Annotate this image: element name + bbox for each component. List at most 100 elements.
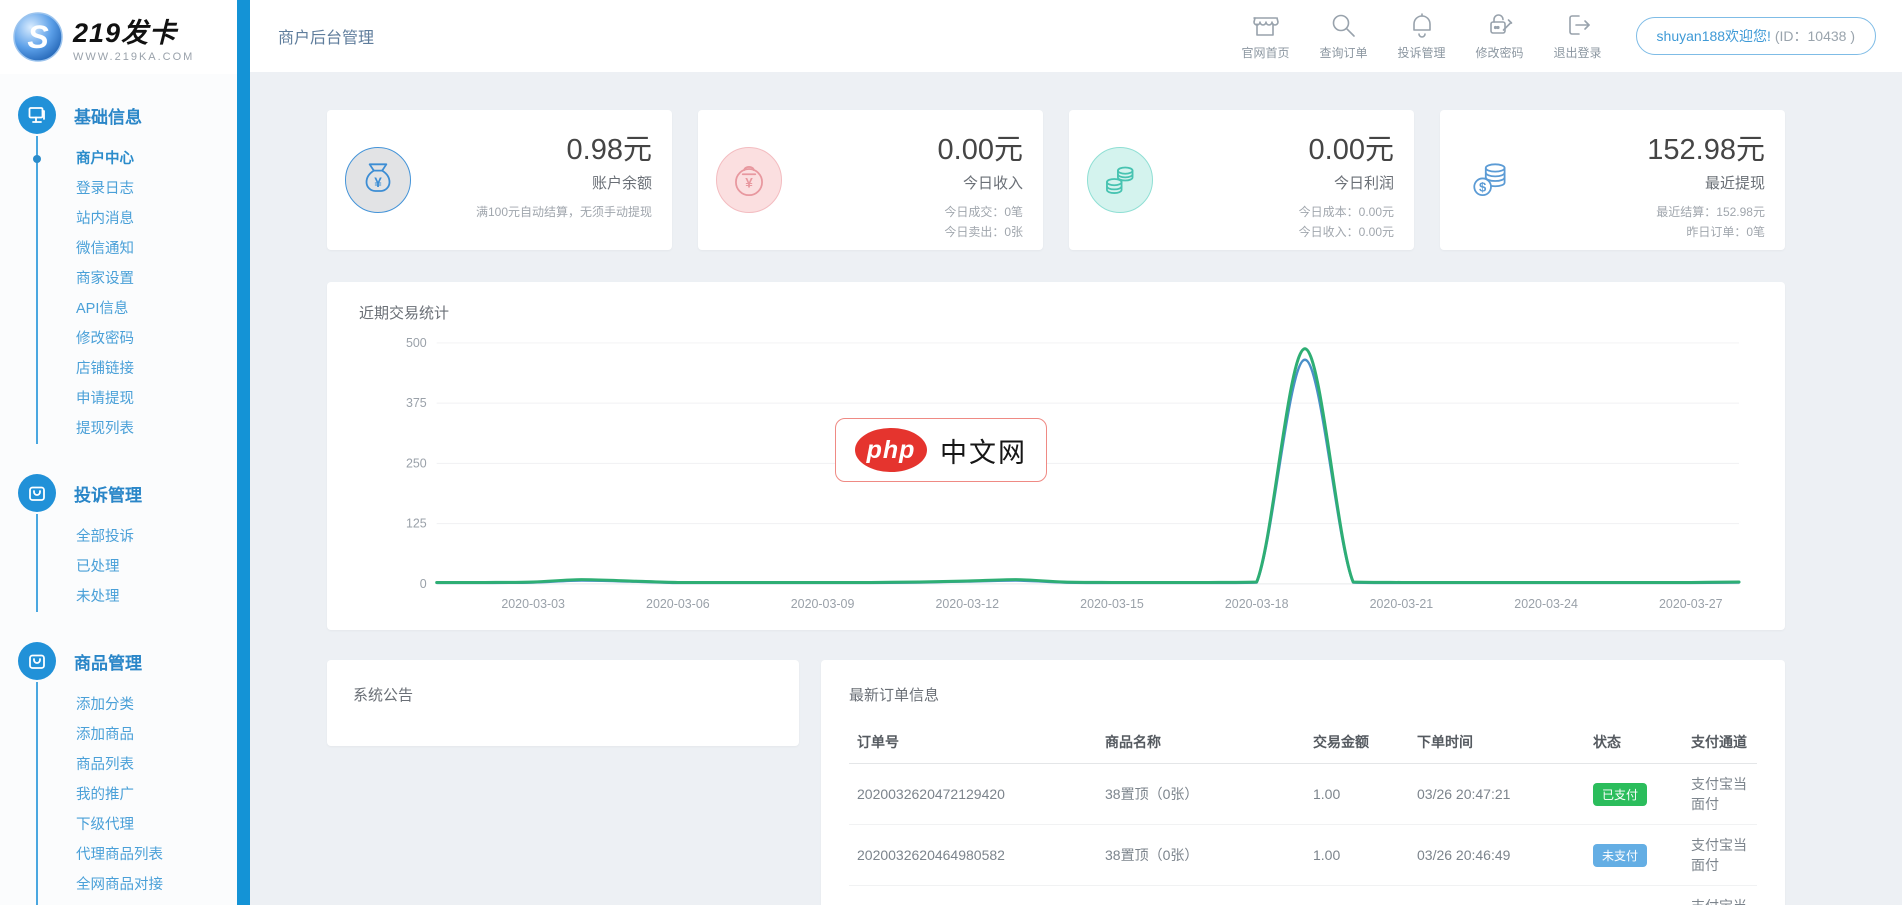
orders-column-header: 下单时间	[1409, 721, 1585, 764]
order-amount: 1.00	[1305, 824, 1409, 886]
stat-value: 0.98元	[566, 134, 652, 166]
sidebar-item-2-0[interactable]: 添加分类	[76, 697, 134, 713]
order-amount: 1.00	[1305, 763, 1409, 825]
monitor-icon	[28, 107, 45, 123]
order-row: 2020032620464980582 38置顶（0张） 1.00 03/26 20:…	[849, 824, 1757, 886]
order-product: 38置顶（0张）	[1097, 824, 1305, 886]
topnav-search[interactable]: 查询订单	[1319, 11, 1368, 61]
bell-icon	[1412, 13, 1431, 38]
order-time: 03/26 20:46:49	[1409, 824, 1585, 886]
svg-text:S: S	[27, 19, 49, 55]
order-no: 2020032620462623693	[849, 885, 1097, 905]
sidebar-item-1-1[interactable]: 已处理	[76, 559, 120, 575]
stat-card-0: ¥0.98元 账户余额 满100元自动结算，无须手动提现	[327, 110, 672, 250]
sidebar-item-2-6[interactable]: 全网商品对接	[76, 877, 163, 893]
php-logo: php	[855, 428, 927, 472]
coins-dollar-icon: $	[1473, 163, 1506, 197]
topnav-label: 查询订单	[1319, 46, 1368, 60]
svg-text:$: $	[1479, 180, 1487, 195]
stat-subline: 今日收入：0.00元	[1298, 224, 1394, 239]
order-channel: 支付宝当面付	[1683, 824, 1757, 886]
stat-value: 0.00元	[937, 134, 1023, 166]
topbar: 商户后台管理 官网首页 查询订单 投诉管理 修改密码 退出登录 shuyan188欢迎您…	[250, 0, 1902, 72]
sidebar-section-title: 投诉管理	[74, 485, 142, 505]
sidebar-section-header-2[interactable]: 商品管理	[0, 634, 237, 686]
brand-url: WWW.219KA.COM	[73, 51, 195, 63]
sidebar-item-2-2[interactable]: 商品列表	[76, 757, 134, 773]
sidebar-item-0-0[interactable]: 商户中心	[0, 144, 237, 174]
sidebar-item-2-3[interactable]: 我的推广	[76, 787, 134, 803]
transactions-line-chart: 0 125 250 375 500 2020-03-03 2020-03-06 2020-03…	[359, 329, 1753, 628]
coins-icon	[1106, 166, 1134, 194]
sidebar-nav: 基础信息商户中心登录日志站内消息微信通知商家设置 API信息修改密码店铺链接申请提…	[0, 88, 237, 905]
sidebar-item-1-0[interactable]: 全部投诉	[76, 529, 134, 545]
svg-text:500: 500	[406, 336, 427, 350]
sidebar-item-0-7[interactable]: 店铺链接	[76, 361, 134, 377]
sidebar-item-0-6[interactable]: 修改密码	[76, 331, 134, 347]
order-product: 38置顶（0张）	[1097, 885, 1305, 905]
topnav-lock-edit[interactable]: 修改密码	[1476, 11, 1524, 61]
sidebar-item-0-2[interactable]: 站内消息	[76, 211, 134, 227]
stat-subline: 昨日订单：0笔	[1686, 224, 1765, 239]
user-name: shuyan188欢迎您!	[1656, 28, 1771, 44]
svg-text:2020-03-15: 2020-03-15	[1080, 597, 1144, 611]
stat-subline: 今日成交：0笔	[944, 205, 1023, 219]
svg-text:¥: ¥	[745, 175, 753, 190]
page-title: 商户后台管理	[278, 30, 375, 47]
topnav-logout[interactable]: 退出登录	[1554, 11, 1602, 61]
order-no: 2020032620472129420	[849, 763, 1097, 825]
order-time: 03/26 20:47:21	[1409, 763, 1585, 825]
sidebar-item-1-2[interactable]: 未处理	[76, 589, 120, 605]
user-pill[interactable]: shuyan188欢迎您! (ID：10438 )	[1635, 17, 1876, 55]
sidebar-item-0-4[interactable]: 商家设置	[76, 271, 134, 287]
sidebar-item-2-5[interactable]: 代理商品列表	[76, 847, 163, 863]
announcement-panel: 系统公告	[327, 660, 799, 746]
brand-name: 219发卡	[73, 18, 178, 48]
orders-table-header: 订单号 商品名称 交易金额 下单时间 状态 支付通道	[849, 721, 1757, 764]
order-product: 38置顶（0张）	[1097, 763, 1305, 825]
announcement-title: 系统公告	[353, 687, 414, 704]
svg-text:250: 250	[406, 456, 427, 470]
shopping-bag-icon	[29, 654, 45, 669]
stat-subline: 今日成本：0.00元	[1298, 205, 1394, 219]
topnav-bell[interactable]: 投诉管理	[1398, 11, 1446, 61]
sidebar-item-0-1[interactable]: 登录日志	[76, 181, 134, 197]
topnav-storefront[interactable]: 官网首页	[1241, 11, 1289, 61]
stat-card-2: 0.00元 今日利润 今日成本：0.00元 今日收入：0.00元	[1069, 110, 1414, 250]
orders-column-header: 商品名称	[1097, 721, 1305, 764]
orders-table: 订单号 商品名称 交易金额 下单时间 状态 支付通道 202003262047212942…	[849, 721, 1757, 905]
sidebar-section-2: 商品管理添加分类添加商品商品列表我的推广下级代理代理商品列表全网商品对接回收站	[0, 634, 237, 905]
stat-icon-circle: ¥	[716, 147, 782, 213]
sidebar-item-0-9[interactable]: 提现列表	[76, 421, 134, 437]
svg-text:375: 375	[406, 396, 427, 410]
sidebar-item-0-5[interactable]: API信息	[76, 301, 129, 317]
stat-card-1: ¥0.00元 今日收入 今日成交：0笔 今日卖出：0张	[698, 110, 1043, 250]
order-channel: 支付宝当面付	[1683, 763, 1757, 825]
sidebar-item-0-8[interactable]: 申请提现	[76, 391, 134, 407]
svg-text:2020-03-24: 2020-03-24	[1514, 597, 1578, 611]
orders-column-header: 交易金额	[1305, 721, 1409, 764]
svg-text:2020-03-03: 2020-03-03	[501, 597, 565, 611]
svg-text:0: 0	[420, 577, 427, 591]
stat-sublines: 今日成本：0.00元 今日收入：0.00元	[1089, 203, 1394, 243]
sidebar-item-2-1[interactable]: 添加商品	[76, 727, 134, 743]
topnav-label: 官网首页	[1241, 46, 1290, 60]
purse-icon: ¥	[735, 166, 763, 197]
sidebar-section-header-0[interactable]: 基础信息	[0, 88, 237, 140]
stat-card-3: $152.98元 最近提现 最近结算：152.98元 昨日订单：0笔	[1440, 110, 1785, 250]
brand[interactable]: S 219发卡 WWW.219KA.COM	[0, 0, 237, 74]
topnav-label: 修改密码	[1475, 46, 1524, 60]
stat-label: 账户余额	[591, 175, 652, 192]
sidebar-section-title: 基础信息	[74, 107, 142, 127]
stat-sublines: 最近结算：152.98元 昨日订单：0笔	[1460, 203, 1765, 243]
sidebar-item-0-3[interactable]: 微信通知	[76, 241, 134, 257]
sidebar-section-header-1[interactable]: 投诉管理	[0, 466, 237, 518]
sidebar-section-0: 基础信息商户中心登录日志站内消息微信通知商家设置 API信息修改密码店铺链接申请提…	[0, 88, 237, 452]
svg-text:2020-03-27: 2020-03-27	[1659, 597, 1723, 611]
stat-icon-circle: ¥	[345, 147, 411, 213]
logout-icon	[1568, 15, 1590, 35]
sidebar-item-2-4[interactable]: 下级代理	[76, 817, 134, 833]
sidebar-item-2-7[interactable]: 回收站	[0, 900, 237, 905]
complaint-bag-icon	[18, 474, 56, 512]
stat-label: 最近提现	[1704, 175, 1765, 192]
